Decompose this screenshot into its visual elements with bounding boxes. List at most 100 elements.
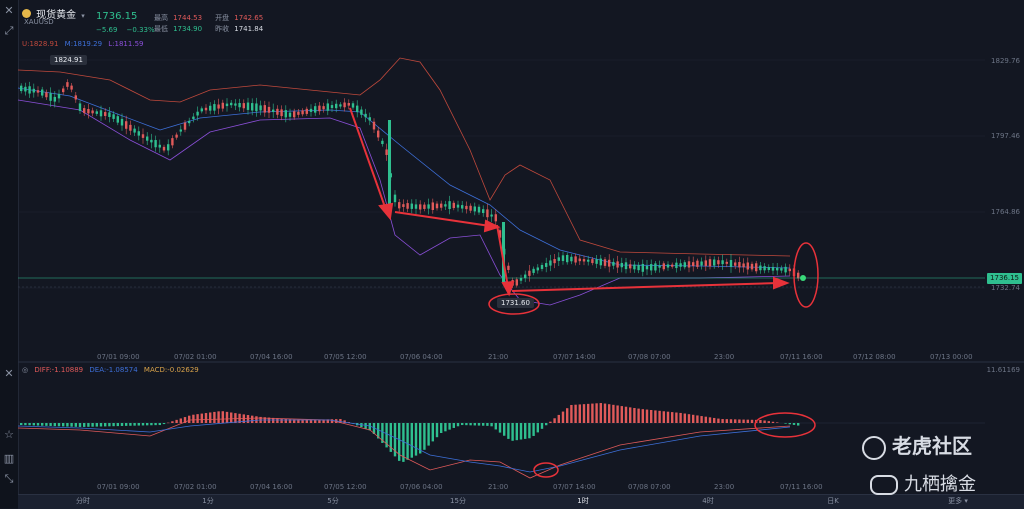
candle-body	[381, 141, 383, 144]
x-tick: 07/01 09:00	[97, 353, 140, 361]
candle-body	[394, 195, 396, 203]
candle	[524, 271, 526, 283]
candle-body	[91, 110, 93, 113]
candle-body	[343, 103, 345, 108]
candle-body	[763, 266, 765, 270]
candle-body	[285, 110, 287, 117]
macd-bar	[696, 415, 698, 423]
macd-bar	[171, 421, 173, 423]
timeframe-more[interactable]: 更多 ▾	[938, 496, 978, 506]
candle	[478, 204, 480, 215]
candle-body	[625, 262, 627, 269]
arrow-drop-1	[350, 108, 386, 210]
candle-body	[163, 147, 165, 151]
macd-bar	[633, 408, 635, 423]
candle	[688, 257, 690, 273]
candle	[356, 100, 358, 117]
candle	[553, 254, 555, 268]
macd-bar	[100, 423, 102, 427]
candle-body	[474, 206, 476, 211]
x-tick: 23:00	[714, 353, 734, 361]
timeframe-tab-active[interactable]: 1时	[563, 496, 603, 506]
candle-body	[306, 109, 308, 114]
candle-body	[280, 109, 282, 116]
weibo-logo-icon	[870, 475, 898, 495]
timeframe-tab[interactable]: 15分	[438, 496, 478, 506]
candle	[579, 255, 581, 265]
candle	[37, 86, 39, 96]
candle-body	[604, 259, 606, 266]
macd-bar	[709, 417, 711, 423]
candle-body	[717, 260, 719, 264]
candle-body	[230, 103, 232, 105]
candle	[772, 263, 774, 275]
candle-body	[495, 214, 497, 221]
timeframe-tab[interactable]: 分时	[63, 496, 103, 506]
macd-bar	[175, 420, 177, 423]
candle	[663, 261, 665, 271]
candle-body	[629, 264, 631, 268]
candle	[742, 258, 744, 272]
candle-body	[201, 108, 203, 111]
candle	[272, 104, 274, 118]
candle	[243, 99, 245, 112]
candle-body	[238, 103, 240, 107]
candle-body	[171, 138, 173, 145]
timeframe-tab[interactable]: 4时	[688, 496, 728, 506]
candle-body	[528, 271, 530, 276]
candle	[696, 259, 698, 269]
candle-body	[348, 103, 350, 106]
macd-bar	[469, 423, 471, 425]
candle-body	[415, 204, 417, 208]
candle	[797, 270, 799, 281]
candle	[507, 263, 509, 274]
candle-body	[633, 265, 635, 270]
macd-bar	[188, 416, 190, 423]
timeframe-tab[interactable]: 5分	[313, 496, 353, 506]
candle	[595, 255, 597, 268]
candle	[759, 262, 761, 274]
x-tick: 21:00	[488, 353, 508, 361]
macd-bar	[226, 412, 228, 423]
candle-body	[478, 207, 480, 213]
macd-bar	[70, 423, 72, 427]
settings-icon[interactable]: ◎	[22, 366, 28, 374]
candle	[138, 126, 140, 140]
macd-bar	[524, 423, 526, 439]
candle-body	[20, 86, 22, 91]
candle	[154, 136, 156, 152]
macd-bar	[419, 423, 421, 454]
macd-bar	[486, 423, 488, 426]
candle-body	[721, 260, 723, 264]
macd-bar	[625, 407, 627, 423]
candle	[285, 105, 287, 122]
candle-body	[616, 261, 618, 267]
candle	[789, 264, 791, 275]
macd-bar	[285, 419, 287, 423]
timeframe-tab[interactable]: 1分	[188, 496, 228, 506]
candle-body	[83, 108, 85, 113]
timeframe-tab[interactable]: 日K	[813, 496, 853, 506]
candle	[339, 102, 341, 109]
candle	[490, 209, 492, 222]
candle	[201, 106, 203, 113]
candle-body	[209, 106, 211, 111]
x-tick: 07/07 14:00	[553, 353, 596, 361]
macd-bar	[507, 423, 509, 439]
macd-x-tick: 07/07 14:00	[553, 483, 596, 491]
macd-bar	[591, 404, 593, 423]
candle	[125, 116, 127, 134]
macd-bar	[545, 423, 547, 425]
macd-x-tick: 07/02 01:00	[174, 483, 217, 491]
macd-bar	[117, 423, 119, 426]
candle	[637, 262, 639, 273]
macd-bar	[49, 423, 51, 426]
candle-body	[705, 260, 707, 265]
candle-body	[213, 104, 215, 111]
x-tick: 07/04 16:00	[250, 353, 293, 361]
candle-body	[112, 114, 114, 119]
macd-bar	[205, 413, 207, 423]
candle-body	[121, 119, 123, 126]
arrow-drop-1-head	[380, 204, 392, 218]
candle	[604, 257, 606, 268]
